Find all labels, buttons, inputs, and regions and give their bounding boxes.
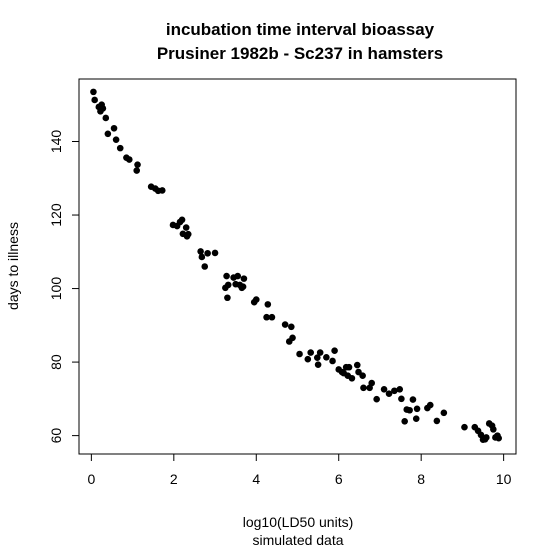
x-tick-label: 4 bbox=[252, 471, 260, 487]
y-axis-label: days to illness bbox=[5, 222, 21, 310]
data-point bbox=[345, 363, 353, 371]
y-tick-label: 120 bbox=[48, 203, 64, 227]
x-axis-label: log10(LD50 units) bbox=[243, 514, 354, 530]
data-point bbox=[91, 96, 98, 104]
data-point bbox=[252, 296, 260, 303]
data-point bbox=[133, 167, 141, 174]
data-point bbox=[314, 361, 322, 368]
data-point bbox=[263, 313, 270, 321]
data-point bbox=[433, 417, 441, 425]
data-point bbox=[268, 313, 276, 321]
data-point bbox=[353, 361, 361, 369]
data-point bbox=[211, 249, 219, 257]
data-point bbox=[412, 415, 420, 423]
data-point bbox=[184, 230, 192, 238]
data-point bbox=[281, 321, 289, 328]
plot-frame bbox=[78, 78, 517, 455]
data-point bbox=[316, 349, 324, 356]
data-point bbox=[158, 187, 166, 194]
data-point bbox=[307, 349, 314, 356]
data-point bbox=[223, 272, 230, 280]
data-point bbox=[134, 161, 141, 168]
data-point bbox=[323, 354, 330, 361]
y-tick-label: 60 bbox=[48, 428, 64, 444]
data-point bbox=[104, 130, 112, 138]
data-point bbox=[264, 301, 272, 308]
data-point bbox=[116, 144, 124, 152]
data-point bbox=[201, 263, 209, 270]
data-point bbox=[197, 248, 204, 255]
data-point bbox=[490, 426, 497, 433]
data-point bbox=[426, 401, 434, 409]
data-point bbox=[401, 417, 408, 425]
chart-title: incubation time interval bioassay bbox=[166, 20, 435, 39]
data-point bbox=[125, 156, 133, 163]
data-point bbox=[396, 385, 404, 393]
data-point bbox=[380, 385, 388, 393]
data-point bbox=[288, 323, 295, 331]
data-point bbox=[90, 88, 97, 96]
data-point bbox=[348, 374, 356, 382]
data-point bbox=[304, 355, 312, 363]
data-point bbox=[239, 283, 247, 291]
data-point bbox=[198, 253, 206, 261]
y-axis: 60 80 100 120 140 bbox=[48, 130, 80, 444]
data-point bbox=[331, 347, 338, 354]
data-point bbox=[313, 354, 321, 361]
data-point bbox=[112, 136, 120, 143]
data-point bbox=[461, 423, 468, 431]
data-point bbox=[360, 384, 367, 392]
x-axis: 0 2 4 6 8 10 bbox=[87, 453, 512, 487]
data-point bbox=[440, 409, 448, 417]
data-point bbox=[398, 395, 405, 403]
data-point bbox=[240, 275, 248, 282]
data-point bbox=[368, 379, 376, 387]
data-point bbox=[289, 334, 296, 342]
data-point bbox=[385, 390, 393, 398]
data-points bbox=[90, 88, 502, 443]
data-point bbox=[178, 216, 186, 224]
x-tick-label: 2 bbox=[170, 471, 178, 487]
data-point bbox=[224, 294, 231, 302]
data-point bbox=[391, 387, 398, 395]
x-tick-label: 6 bbox=[335, 471, 343, 487]
y-tick-label: 100 bbox=[48, 277, 64, 301]
data-point bbox=[102, 114, 110, 122]
x-axis-sublabel: simulated data bbox=[252, 532, 343, 548]
x-tick-label: 8 bbox=[417, 471, 425, 487]
data-point bbox=[182, 224, 190, 231]
data-point bbox=[373, 395, 380, 403]
data-point bbox=[495, 434, 502, 442]
data-point bbox=[329, 357, 336, 365]
x-tick-label: 0 bbox=[87, 471, 95, 487]
data-point bbox=[296, 350, 303, 358]
y-tick-label: 80 bbox=[48, 354, 64, 370]
data-point bbox=[234, 272, 242, 280]
data-point bbox=[409, 396, 417, 403]
data-point bbox=[224, 281, 232, 289]
data-point bbox=[406, 406, 413, 414]
data-point bbox=[483, 434, 490, 441]
data-point bbox=[110, 124, 118, 132]
data-point bbox=[413, 405, 421, 413]
chart-subtitle: Prusiner 1982b - Sc237 in hamsters bbox=[157, 44, 443, 63]
data-point bbox=[359, 372, 366, 379]
x-tick-label: 10 bbox=[496, 471, 512, 487]
data-point bbox=[204, 249, 211, 257]
data-point bbox=[99, 105, 107, 112]
y-tick-label: 140 bbox=[48, 130, 64, 154]
